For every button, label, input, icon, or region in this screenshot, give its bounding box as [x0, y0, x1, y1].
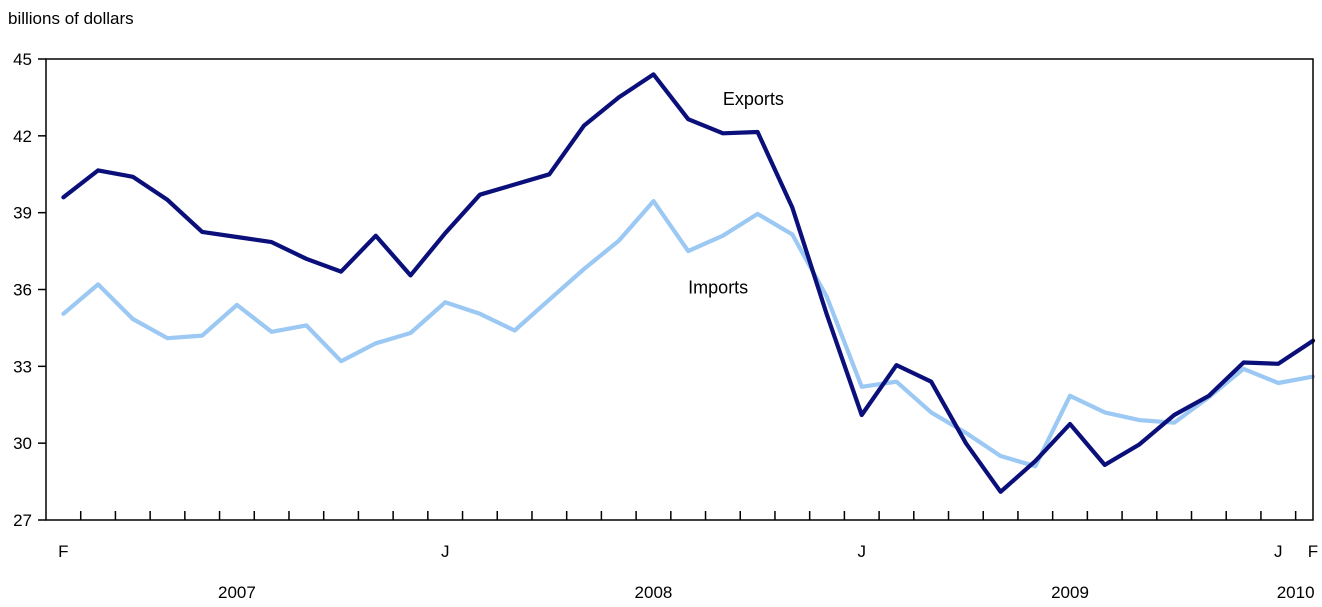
series-lines — [61, 72, 1316, 494]
y-tick-label: 27 — [13, 511, 32, 530]
plot-area-frame — [45, 58, 1314, 521]
y-tick-label: 39 — [13, 204, 32, 223]
x-year-label: 2009 — [1051, 583, 1089, 602]
x-month-label: F — [58, 542, 68, 561]
x-month-label: F — [1308, 542, 1318, 561]
x-month-label: J — [1274, 542, 1283, 561]
x-month-label: J — [441, 542, 450, 561]
x-month-label: J — [857, 542, 866, 561]
x-year-label: 2010 — [1277, 583, 1315, 602]
y-tick-label: 30 — [13, 434, 32, 453]
y-tick-label: 36 — [13, 281, 32, 300]
y-tick-label: 42 — [13, 127, 32, 146]
x-year-label: 2007 — [218, 583, 256, 602]
x-year-label: 2008 — [635, 583, 673, 602]
y-tick-label: 33 — [13, 357, 32, 376]
y-axis-ticks: 27 30 33 36 39 42 45 — [13, 50, 46, 530]
y-axis-label: billions of dollars — [8, 9, 134, 28]
series-line-imports — [61, 199, 1316, 469]
series-line-exports — [61, 72, 1316, 494]
annotation-exports: Exports — [723, 89, 784, 109]
annotation-imports: Imports — [688, 277, 748, 297]
series-annotations: Exports Imports — [688, 89, 784, 297]
y-tick-label: 45 — [13, 50, 32, 69]
x-axis-ticks: F J J J F 2007 2008 2009 2010 — [58, 511, 1318, 602]
